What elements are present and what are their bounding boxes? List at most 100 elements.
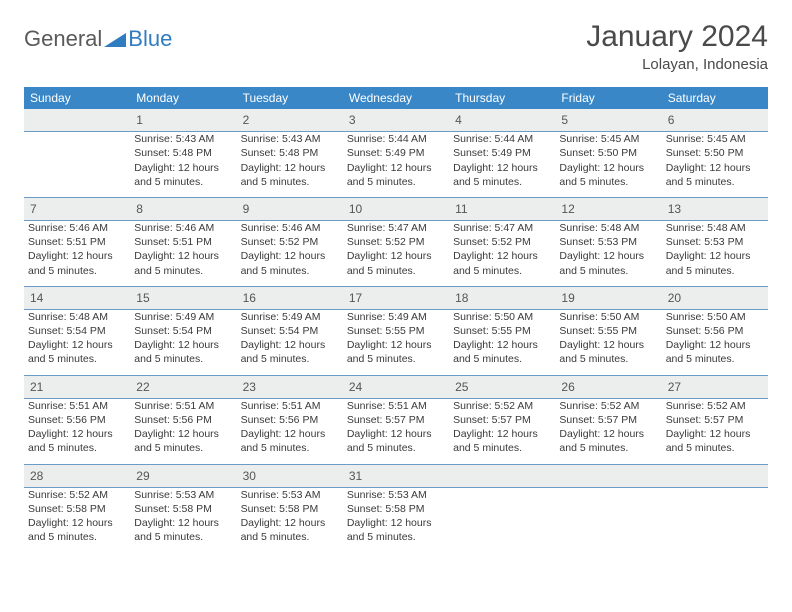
sunset-text: Sunset: 5:50 PM xyxy=(666,146,764,160)
sunset-text: Sunset: 5:55 PM xyxy=(347,324,445,338)
sunset-text: Sunset: 5:54 PM xyxy=(28,324,126,338)
location-subtitle: Lolayan, Indonesia xyxy=(586,56,768,73)
day-info-cell: Sunrise: 5:50 AMSunset: 5:55 PMDaylight:… xyxy=(449,309,555,375)
sunset-text: Sunset: 5:55 PM xyxy=(453,324,551,338)
day-info-row: Sunrise: 5:51 AMSunset: 5:56 PMDaylight:… xyxy=(24,398,768,464)
page-title: January 2024 xyxy=(586,20,768,54)
sunset-text: Sunset: 5:50 PM xyxy=(559,146,657,160)
day-info-cell: Sunrise: 5:47 AMSunset: 5:52 PMDaylight:… xyxy=(343,221,449,287)
day-info-cell: Sunrise: 5:52 AMSunset: 5:57 PMDaylight:… xyxy=(555,398,661,464)
day-number-cell: 6 xyxy=(662,109,768,132)
sunset-text: Sunset: 5:48 PM xyxy=(241,146,339,160)
day-info-cell: Sunrise: 5:52 AMSunset: 5:57 PMDaylight:… xyxy=(662,398,768,464)
weekday-header: Thursday xyxy=(449,87,555,109)
sunset-text: Sunset: 5:51 PM xyxy=(134,235,232,249)
daylight-text: Daylight: 12 hours and 5 minutes. xyxy=(347,249,445,277)
day-number-cell: 24 xyxy=(343,375,449,398)
daylight-text: Daylight: 12 hours and 5 minutes. xyxy=(134,161,232,189)
day-number-cell: 16 xyxy=(237,286,343,309)
sunrise-text: Sunrise: 5:50 AM xyxy=(666,310,764,324)
sunset-text: Sunset: 5:49 PM xyxy=(347,146,445,160)
day-number-cell: 7 xyxy=(24,197,130,220)
day-info-cell: Sunrise: 5:47 AMSunset: 5:52 PMDaylight:… xyxy=(449,221,555,287)
day-info-cell: Sunrise: 5:44 AMSunset: 5:49 PMDaylight:… xyxy=(449,132,555,198)
day-number-cell: 15 xyxy=(130,286,236,309)
day-number-cell: 30 xyxy=(237,464,343,487)
daylight-text: Daylight: 12 hours and 5 minutes. xyxy=(134,516,232,544)
day-info-cell: Sunrise: 5:51 AMSunset: 5:56 PMDaylight:… xyxy=(130,398,236,464)
day-info-cell: Sunrise: 5:46 AMSunset: 5:52 PMDaylight:… xyxy=(237,221,343,287)
daylight-text: Daylight: 12 hours and 5 minutes. xyxy=(347,161,445,189)
sunrise-text: Sunrise: 5:44 AM xyxy=(347,132,445,146)
daylight-text: Daylight: 12 hours and 5 minutes. xyxy=(453,249,551,277)
daylight-text: Daylight: 12 hours and 5 minutes. xyxy=(666,249,764,277)
day-number-cell: 4 xyxy=(449,109,555,132)
sunset-text: Sunset: 5:48 PM xyxy=(134,146,232,160)
day-number-cell: 28 xyxy=(24,464,130,487)
day-number-cell xyxy=(662,464,768,487)
sunrise-text: Sunrise: 5:51 AM xyxy=(241,399,339,413)
sunrise-text: Sunrise: 5:51 AM xyxy=(28,399,126,413)
weekday-header: Saturday xyxy=(662,87,768,109)
daylight-text: Daylight: 12 hours and 5 minutes. xyxy=(347,427,445,455)
daylight-text: Daylight: 12 hours and 5 minutes. xyxy=(453,338,551,366)
day-number-cell: 13 xyxy=(662,197,768,220)
day-info-cell: Sunrise: 5:53 AMSunset: 5:58 PMDaylight:… xyxy=(237,487,343,552)
sunset-text: Sunset: 5:56 PM xyxy=(241,413,339,427)
day-info-cell: Sunrise: 5:43 AMSunset: 5:48 PMDaylight:… xyxy=(237,132,343,198)
sunset-text: Sunset: 5:57 PM xyxy=(559,413,657,427)
sunrise-text: Sunrise: 5:48 AM xyxy=(28,310,126,324)
sunrise-text: Sunrise: 5:44 AM xyxy=(453,132,551,146)
daylight-text: Daylight: 12 hours and 5 minutes. xyxy=(453,161,551,189)
day-info-cell xyxy=(662,487,768,552)
sunrise-text: Sunrise: 5:50 AM xyxy=(559,310,657,324)
sunrise-text: Sunrise: 5:46 AM xyxy=(134,221,232,235)
day-info-row: Sunrise: 5:52 AMSunset: 5:58 PMDaylight:… xyxy=(24,487,768,552)
weekday-header: Tuesday xyxy=(237,87,343,109)
sunset-text: Sunset: 5:56 PM xyxy=(134,413,232,427)
sunset-text: Sunset: 5:53 PM xyxy=(559,235,657,249)
logo-text-general: General xyxy=(24,26,102,52)
sunset-text: Sunset: 5:58 PM xyxy=(134,502,232,516)
day-number-cell: 31 xyxy=(343,464,449,487)
day-number-cell: 11 xyxy=(449,197,555,220)
day-info-cell: Sunrise: 5:51 AMSunset: 5:56 PMDaylight:… xyxy=(237,398,343,464)
sunset-text: Sunset: 5:53 PM xyxy=(666,235,764,249)
sunset-text: Sunset: 5:55 PM xyxy=(559,324,657,338)
day-info-cell: Sunrise: 5:43 AMSunset: 5:48 PMDaylight:… xyxy=(130,132,236,198)
header: General Blue January 2024 Lolayan, Indon… xyxy=(24,20,768,73)
sunset-text: Sunset: 5:56 PM xyxy=(666,324,764,338)
logo-text-blue: Blue xyxy=(128,26,172,52)
sunrise-text: Sunrise: 5:52 AM xyxy=(559,399,657,413)
daylight-text: Daylight: 12 hours and 5 minutes. xyxy=(28,516,126,544)
day-number-cell: 27 xyxy=(662,375,768,398)
weekday-header: Wednesday xyxy=(343,87,449,109)
sunrise-text: Sunrise: 5:45 AM xyxy=(559,132,657,146)
sunset-text: Sunset: 5:52 PM xyxy=(241,235,339,249)
sunset-text: Sunset: 5:58 PM xyxy=(347,502,445,516)
day-info-cell: Sunrise: 5:53 AMSunset: 5:58 PMDaylight:… xyxy=(130,487,236,552)
day-info-cell: Sunrise: 5:49 AMSunset: 5:54 PMDaylight:… xyxy=(130,309,236,375)
daylight-text: Daylight: 12 hours and 5 minutes. xyxy=(559,427,657,455)
day-info-row: Sunrise: 5:43 AMSunset: 5:48 PMDaylight:… xyxy=(24,132,768,198)
day-number-cell: 19 xyxy=(555,286,661,309)
sunset-text: Sunset: 5:58 PM xyxy=(241,502,339,516)
sunset-text: Sunset: 5:56 PM xyxy=(28,413,126,427)
day-info-cell: Sunrise: 5:50 AMSunset: 5:56 PMDaylight:… xyxy=(662,309,768,375)
sunrise-text: Sunrise: 5:53 AM xyxy=(241,488,339,502)
day-info-cell: Sunrise: 5:46 AMSunset: 5:51 PMDaylight:… xyxy=(24,221,130,287)
sunrise-text: Sunrise: 5:51 AM xyxy=(134,399,232,413)
day-number-cell: 25 xyxy=(449,375,555,398)
day-number-cell: 3 xyxy=(343,109,449,132)
day-number-row: 21222324252627 xyxy=(24,375,768,398)
daylight-text: Daylight: 12 hours and 5 minutes. xyxy=(241,338,339,366)
sunrise-text: Sunrise: 5:52 AM xyxy=(666,399,764,413)
sunrise-text: Sunrise: 5:52 AM xyxy=(453,399,551,413)
daylight-text: Daylight: 12 hours and 5 minutes. xyxy=(241,249,339,277)
sunset-text: Sunset: 5:51 PM xyxy=(28,235,126,249)
day-number-cell: 23 xyxy=(237,375,343,398)
day-info-cell: Sunrise: 5:52 AMSunset: 5:58 PMDaylight:… xyxy=(24,487,130,552)
day-info-cell: Sunrise: 5:48 AMSunset: 5:54 PMDaylight:… xyxy=(24,309,130,375)
day-number-cell: 9 xyxy=(237,197,343,220)
daylight-text: Daylight: 12 hours and 5 minutes. xyxy=(559,249,657,277)
